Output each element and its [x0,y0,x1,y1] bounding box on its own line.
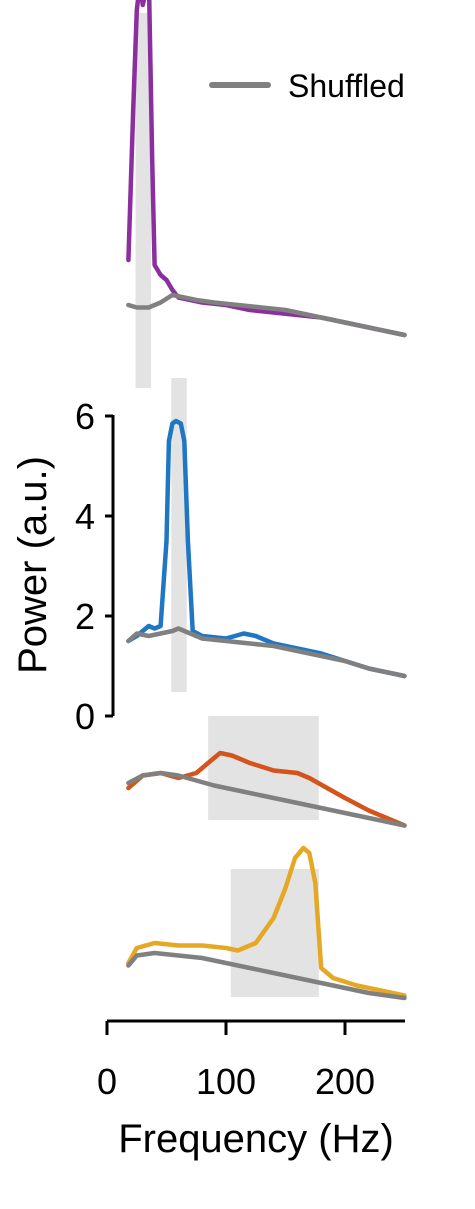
shuffled-line-panel-1 [126,292,407,338]
y-tick-label-0: 0 [75,696,95,737]
x-tick-label-100: 100 [196,1061,256,1102]
band-panel-4 [230,869,319,997]
x-axis-title: Frequency (Hz) [118,1117,394,1161]
band-panel-1 [135,13,152,388]
legend-label-shuffled: Shuffled [288,68,405,104]
x-tick-label-200: 200 [315,1061,375,1102]
shuffled-line-panel-2 [126,626,407,679]
y-tick-labels: 0 2 4 6 [75,396,113,737]
x-ticks: 0 100 200 [97,1021,375,1102]
y-axis-title: Power (a.u.) [11,456,55,674]
spectrum-line-panel-1 [126,0,407,338]
spectrum-lines [126,0,407,1001]
spectrum-line-panel-2 [126,418,407,679]
y-tick-label-6: 6 [75,396,95,437]
spectrum-line-panel-4 [126,845,407,998]
y-tick-label-4: 4 [75,496,95,537]
x-tick-label-0: 0 [97,1061,117,1102]
shuffled-line-panel-4 [126,950,407,1001]
y-tick-label-2: 2 [75,596,95,637]
frequency-bands [135,13,319,997]
shuffled-line-panel-3 [126,770,407,828]
legend: Shuffled [209,68,405,104]
